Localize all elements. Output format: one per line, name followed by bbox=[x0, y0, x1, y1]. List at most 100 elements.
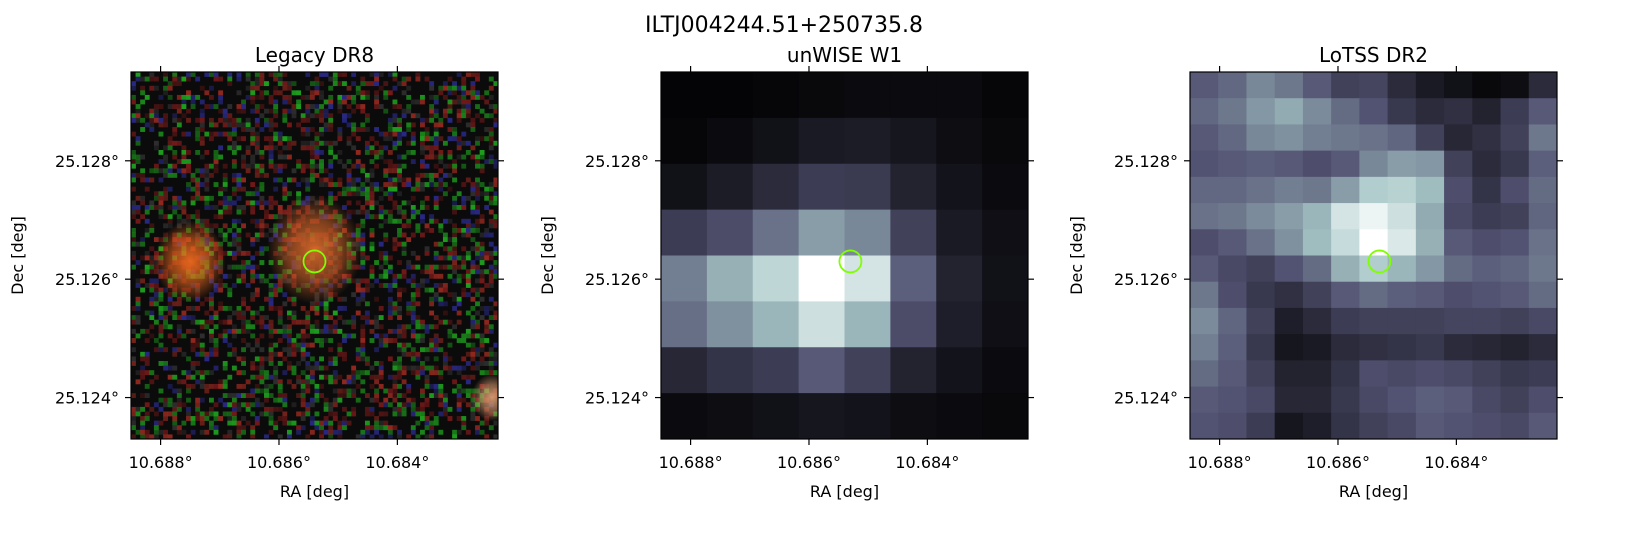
noise-pixel bbox=[222, 411, 228, 417]
noise-pixel bbox=[360, 260, 366, 265]
noise-pixel bbox=[415, 177, 421, 183]
noise-pixel bbox=[369, 159, 375, 165]
noise-pixel bbox=[199, 342, 205, 348]
heatmap-cell bbox=[1190, 386, 1219, 414]
heatmap-cell bbox=[1274, 72, 1304, 99]
noise-pixel bbox=[383, 237, 389, 243]
noise-pixel bbox=[364, 356, 370, 362]
noise-pixel bbox=[355, 186, 361, 192]
noise-pixel bbox=[319, 140, 324, 146]
heatmap-cell bbox=[1359, 360, 1389, 388]
noise-pixel bbox=[360, 218, 366, 224]
noise-pixel bbox=[328, 406, 334, 412]
noise-pixel bbox=[300, 347, 306, 353]
noise-pixel bbox=[442, 255, 448, 261]
noise-pixel bbox=[158, 94, 164, 100]
noise-pixel bbox=[286, 122, 292, 128]
noise-pixel bbox=[259, 411, 265, 417]
noise-pixel bbox=[204, 429, 210, 435]
noise-pixel bbox=[387, 159, 393, 165]
noise-pixel bbox=[378, 324, 384, 330]
noise-pixel bbox=[264, 356, 269, 362]
noise-pixel bbox=[470, 269, 476, 275]
noise-pixel bbox=[314, 149, 320, 155]
noise-pixel bbox=[254, 264, 260, 270]
noise-pixel bbox=[314, 131, 320, 137]
noise-pixel bbox=[305, 333, 311, 339]
noise-pixel bbox=[181, 159, 187, 165]
noise-pixel bbox=[250, 434, 256, 439]
noise-pixel bbox=[465, 283, 471, 288]
noise-pixel bbox=[250, 191, 256, 197]
noise-pixel bbox=[140, 356, 146, 362]
noise-pixel bbox=[447, 250, 453, 256]
noise-pixel bbox=[144, 113, 150, 119]
noise-pixel bbox=[227, 273, 233, 279]
noise-pixel bbox=[195, 379, 201, 385]
heatmap-cell bbox=[1472, 203, 1502, 230]
noise-pixel bbox=[222, 250, 228, 256]
noise-pixel bbox=[406, 237, 412, 243]
noise-pixel bbox=[135, 172, 141, 178]
noise-pixel bbox=[199, 127, 205, 132]
noise-pixel bbox=[231, 328, 237, 334]
noise-pixel bbox=[296, 99, 302, 105]
noise-pixel bbox=[268, 356, 274, 362]
noise-pixel bbox=[277, 154, 283, 160]
heatmap-cell bbox=[1500, 307, 1530, 335]
noise-pixel bbox=[250, 99, 256, 105]
heatmap-cell bbox=[844, 209, 891, 257]
noise-pixel bbox=[305, 361, 311, 366]
noise-pixel bbox=[374, 429, 380, 435]
noise-pixel bbox=[433, 182, 439, 187]
noise-pixel bbox=[387, 374, 393, 380]
noise-pixel bbox=[236, 278, 242, 284]
noise-pixel bbox=[245, 420, 251, 426]
noise-pixel bbox=[351, 99, 357, 105]
noise-pixel bbox=[167, 214, 173, 220]
noise-pixel bbox=[369, 434, 375, 439]
noise-pixel bbox=[208, 319, 214, 325]
noise-pixel bbox=[392, 393, 398, 399]
noise-pixel bbox=[470, 209, 476, 215]
noise-pixel bbox=[475, 113, 480, 119]
noise-pixel bbox=[149, 72, 155, 77]
noise-pixel bbox=[332, 361, 338, 366]
noise-pixel bbox=[360, 328, 366, 334]
y-tick-label: 25.126° bbox=[55, 270, 119, 289]
noise-pixel bbox=[167, 136, 173, 142]
noise-pixel bbox=[346, 168, 352, 174]
heatmap-cell bbox=[1331, 176, 1360, 204]
noise-pixel bbox=[149, 301, 155, 307]
heatmap-cell bbox=[1528, 412, 1557, 439]
noise-pixel bbox=[245, 163, 251, 169]
noise-pixel bbox=[190, 420, 196, 426]
noise-pixel bbox=[433, 255, 439, 261]
noise-pixel bbox=[452, 241, 458, 247]
noise-pixel bbox=[456, 397, 462, 403]
noise-pixel bbox=[387, 287, 393, 293]
noise-pixel bbox=[360, 90, 366, 96]
noise-pixel bbox=[208, 305, 214, 311]
noise-pixel bbox=[392, 218, 398, 224]
noise-pixel bbox=[452, 388, 458, 394]
heatmap-cell bbox=[1246, 150, 1276, 178]
noise-pixel bbox=[144, 218, 150, 224]
noise-pixel bbox=[364, 361, 370, 366]
noise-pixel bbox=[259, 361, 265, 366]
noise-pixel bbox=[360, 94, 366, 100]
noise-pixel bbox=[158, 347, 164, 353]
noise-pixel bbox=[470, 319, 476, 325]
noise-pixel bbox=[383, 209, 389, 215]
noise-pixel bbox=[131, 94, 136, 100]
heatmap-cell bbox=[936, 117, 983, 165]
noise-pixel bbox=[470, 287, 476, 293]
noise-pixel bbox=[131, 154, 136, 160]
noise-pixel bbox=[351, 186, 357, 192]
noise-pixel bbox=[204, 310, 210, 316]
heatmap-cell bbox=[1415, 386, 1445, 414]
noise-pixel bbox=[456, 205, 462, 210]
noise-pixel bbox=[401, 246, 407, 252]
noise-pixel bbox=[433, 113, 439, 119]
noise-pixel bbox=[259, 76, 265, 82]
